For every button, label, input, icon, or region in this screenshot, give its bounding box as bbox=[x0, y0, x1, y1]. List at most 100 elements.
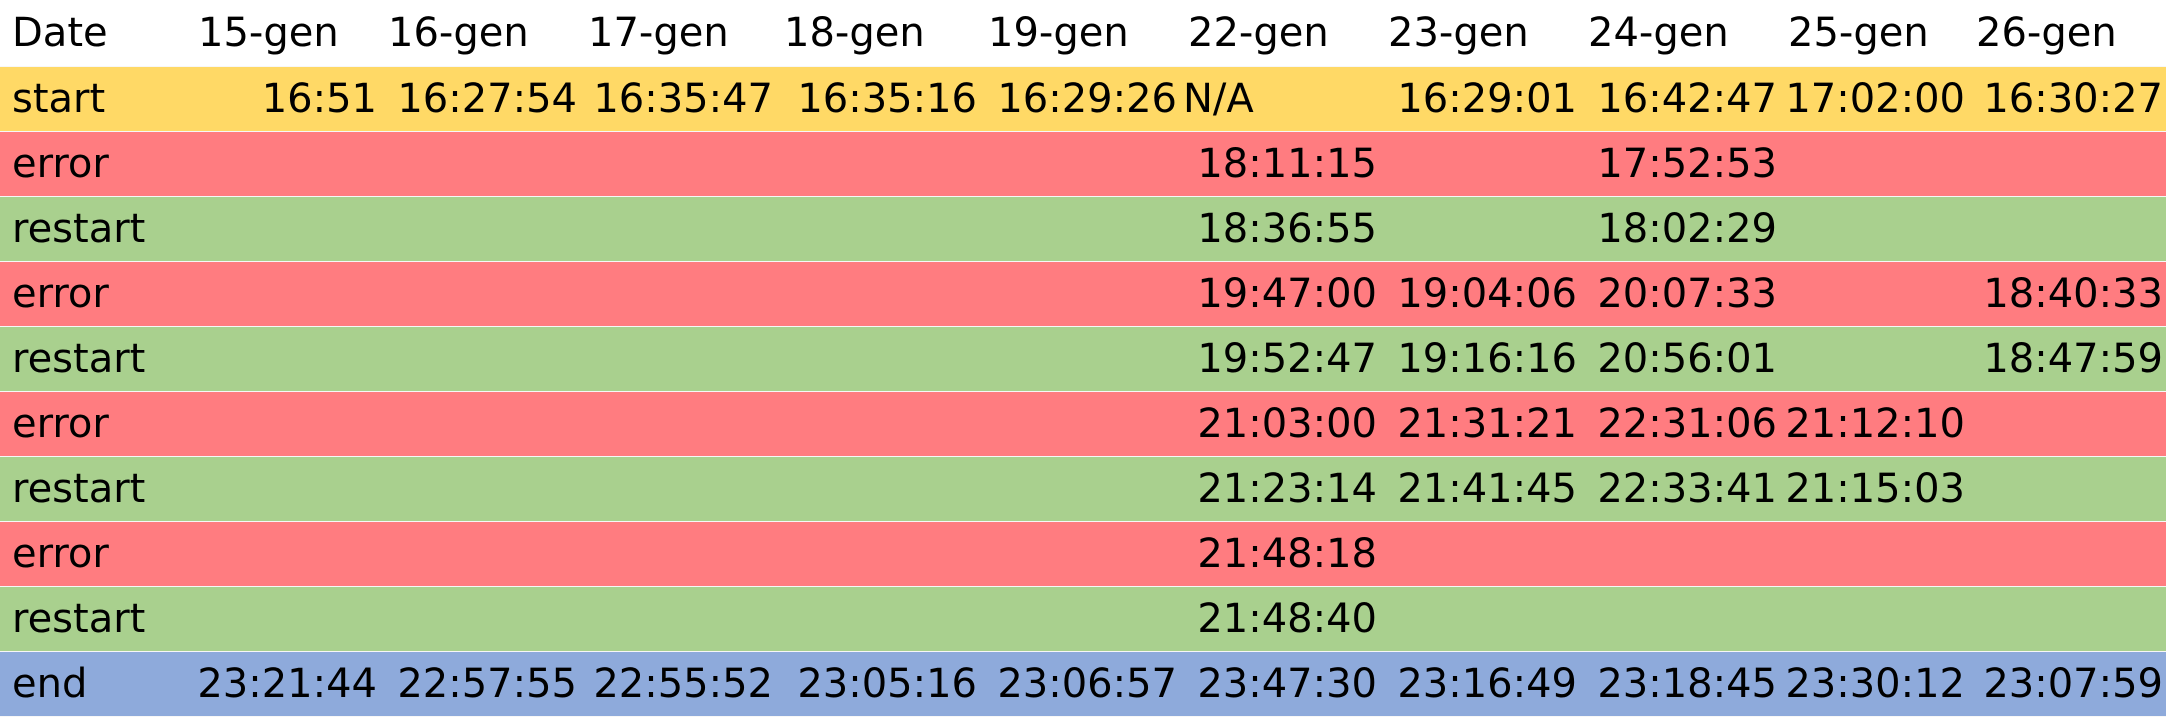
table-cell[interactable] bbox=[1380, 586, 1580, 652]
table-cell[interactable]: 23:16:49 bbox=[1380, 651, 1580, 717]
table-cell[interactable] bbox=[190, 131, 380, 197]
row-label[interactable]: restart bbox=[0, 456, 190, 522]
table-cell[interactable]: 23:47:30 bbox=[1180, 651, 1380, 717]
table-cell[interactable] bbox=[580, 131, 776, 197]
table-cell[interactable] bbox=[1968, 586, 2166, 652]
cell-header[interactable]: 23-gen bbox=[1380, 0, 1580, 67]
cell-header[interactable]: 17-gen bbox=[580, 0, 776, 67]
row-label[interactable]: start bbox=[0, 66, 190, 132]
table-cell[interactable]: 21:31:21 bbox=[1380, 391, 1580, 457]
table-cell[interactable]: 16:30:27 bbox=[1968, 66, 2166, 132]
table-cell[interactable]: 16:35:16 bbox=[776, 66, 980, 132]
table-cell[interactable]: 23:21:44 bbox=[190, 651, 380, 717]
table-cell[interactable] bbox=[1968, 456, 2166, 522]
table-cell[interactable] bbox=[580, 521, 776, 587]
cell-header[interactable]: 25-gen bbox=[1780, 0, 1968, 67]
table-cell[interactable] bbox=[980, 586, 1180, 652]
cell-header[interactable]: 22-gen bbox=[1180, 0, 1380, 67]
table-cell[interactable] bbox=[776, 326, 980, 392]
table-cell[interactable] bbox=[380, 326, 580, 392]
table-cell[interactable]: 18:11:15 bbox=[1180, 131, 1380, 197]
table-cell[interactable]: 23:07:59 bbox=[1968, 651, 2166, 717]
row-label[interactable]: error bbox=[0, 261, 190, 327]
table-cell[interactable] bbox=[190, 326, 380, 392]
table-cell[interactable] bbox=[580, 391, 776, 457]
table-cell[interactable] bbox=[190, 456, 380, 522]
table-cell[interactable] bbox=[776, 391, 980, 457]
table-cell[interactable] bbox=[980, 521, 1180, 587]
table-cell[interactable] bbox=[1968, 391, 2166, 457]
row-label[interactable]: end bbox=[0, 651, 190, 717]
table-cell[interactable] bbox=[580, 586, 776, 652]
table-cell[interactable] bbox=[380, 261, 580, 327]
row-label[interactable]: error bbox=[0, 131, 190, 197]
table-cell[interactable]: 22:33:41 bbox=[1580, 456, 1780, 522]
row-label[interactable]: restart bbox=[0, 196, 190, 262]
table-cell[interactable] bbox=[1780, 326, 1968, 392]
table-cell[interactable]: 16:29:01 bbox=[1380, 66, 1580, 132]
cell-header[interactable]: 26-gen bbox=[1968, 0, 2166, 67]
table-cell[interactable] bbox=[380, 196, 580, 262]
table-cell[interactable] bbox=[980, 196, 1180, 262]
table-cell[interactable]: 22:57:55 bbox=[380, 651, 580, 717]
table-cell[interactable] bbox=[776, 261, 980, 327]
row-label[interactable]: error bbox=[0, 521, 190, 587]
table-cell[interactable] bbox=[776, 196, 980, 262]
row-label[interactable]: restart bbox=[0, 586, 190, 652]
table-cell[interactable] bbox=[190, 391, 380, 457]
table-cell[interactable]: 22:55:52 bbox=[580, 651, 776, 717]
table-cell[interactable]: 21:41:45 bbox=[1380, 456, 1580, 522]
table-cell[interactable]: 23:05:16 bbox=[776, 651, 980, 717]
table-cell[interactable]: 17:52:53 bbox=[1580, 131, 1780, 197]
table-cell[interactable]: N/A bbox=[1180, 66, 1380, 132]
table-cell[interactable]: 16:27:54 bbox=[380, 66, 580, 132]
table-cell[interactable] bbox=[580, 456, 776, 522]
table-cell[interactable]: 16:29:26 bbox=[980, 66, 1180, 132]
table-cell[interactable]: 16:42:47 bbox=[1580, 66, 1780, 132]
table-cell[interactable]: 18:47:59 bbox=[1968, 326, 2166, 392]
table-cell[interactable] bbox=[980, 326, 1180, 392]
table-cell[interactable] bbox=[190, 586, 380, 652]
table-cell[interactable] bbox=[1968, 521, 2166, 587]
table-cell[interactable] bbox=[1380, 196, 1580, 262]
table-cell[interactable] bbox=[190, 261, 380, 327]
table-cell[interactable]: 19:16:16 bbox=[1380, 326, 1580, 392]
table-cell[interactable] bbox=[1380, 521, 1580, 587]
table-cell[interactable] bbox=[776, 521, 980, 587]
table-cell[interactable]: 21:12:10 bbox=[1780, 391, 1968, 457]
table-cell[interactable] bbox=[380, 391, 580, 457]
table-cell[interactable]: 18:02:29 bbox=[1580, 196, 1780, 262]
table-cell[interactable] bbox=[980, 261, 1180, 327]
row-label[interactable]: error bbox=[0, 391, 190, 457]
table-cell[interactable] bbox=[1968, 196, 2166, 262]
table-cell[interactable] bbox=[380, 521, 580, 587]
cell-header-date[interactable]: Date bbox=[0, 0, 190, 67]
table-cell[interactable] bbox=[380, 131, 580, 197]
table-cell[interactable]: 16:51 bbox=[190, 66, 380, 132]
cell-header[interactable]: 19-gen bbox=[980, 0, 1180, 67]
table-cell[interactable] bbox=[776, 131, 980, 197]
table-cell[interactable] bbox=[190, 521, 380, 587]
table-cell[interactable] bbox=[580, 261, 776, 327]
table-cell[interactable] bbox=[1580, 586, 1780, 652]
table-cell[interactable] bbox=[1780, 131, 1968, 197]
table-cell[interactable] bbox=[580, 196, 776, 262]
table-cell[interactable] bbox=[1780, 521, 1968, 587]
table-cell[interactable]: 20:56:01 bbox=[1580, 326, 1780, 392]
cell-header[interactable]: 24-gen bbox=[1580, 0, 1780, 67]
table-cell[interactable]: 18:40:33 bbox=[1968, 261, 2166, 327]
table-cell[interactable]: 23:30:12 bbox=[1780, 651, 1968, 717]
table-cell[interactable] bbox=[1780, 586, 1968, 652]
table-cell[interactable]: 21:23:14 bbox=[1180, 456, 1380, 522]
cell-header[interactable]: 16-gen bbox=[380, 0, 580, 67]
table-cell[interactable] bbox=[980, 131, 1180, 197]
table-cell[interactable]: 23:06:57 bbox=[980, 651, 1180, 717]
table-cell[interactable] bbox=[1780, 196, 1968, 262]
table-cell[interactable] bbox=[1968, 131, 2166, 197]
table-cell[interactable]: 21:48:40 bbox=[1180, 586, 1380, 652]
table-cell[interactable]: 19:52:47 bbox=[1180, 326, 1380, 392]
table-cell[interactable] bbox=[190, 196, 380, 262]
row-label[interactable]: restart bbox=[0, 326, 190, 392]
table-cell[interactable] bbox=[580, 326, 776, 392]
table-cell[interactable]: 22:31:06 bbox=[1580, 391, 1780, 457]
